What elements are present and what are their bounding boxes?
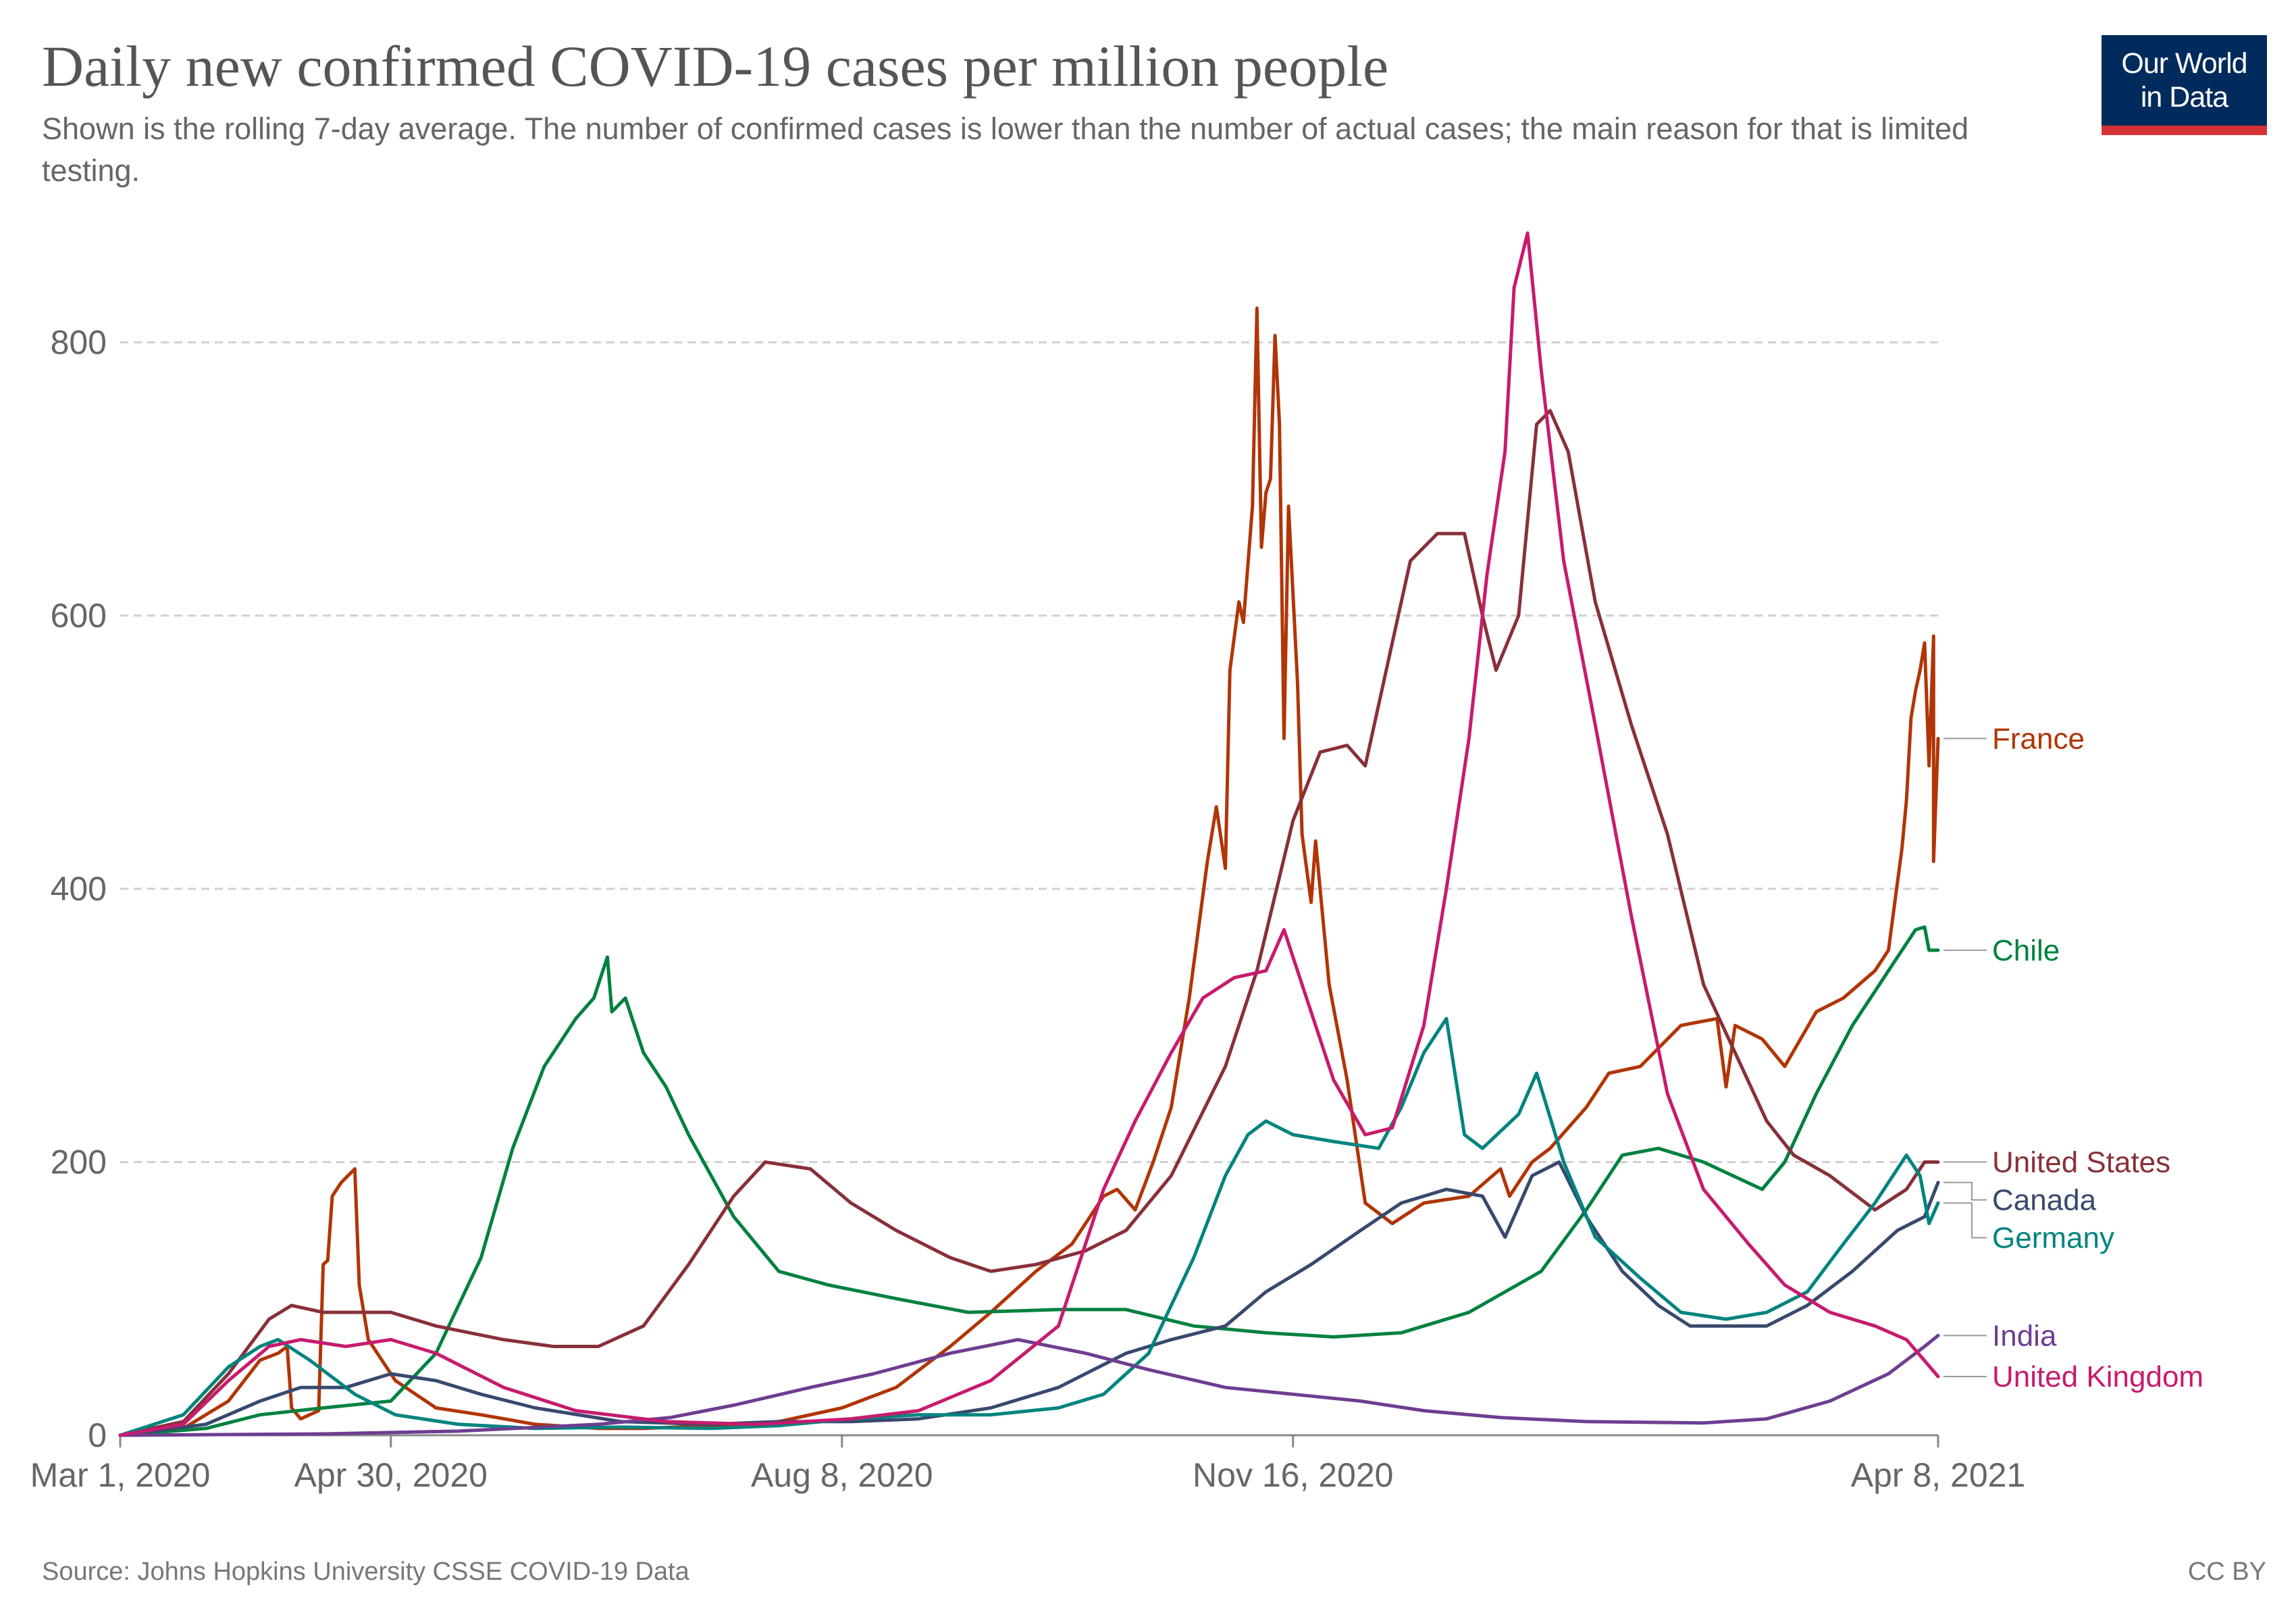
y-tick-label: 800: [51, 324, 107, 361]
y-tick-label: 200: [51, 1143, 107, 1181]
series-labels: France Chile United States Canada Germany Ind…: [1943, 722, 2203, 1393]
series-line-canada: [118, 1160, 1940, 1437]
label-connector: [1943, 1181, 1987, 1201]
y-tick-label: 600: [51, 596, 107, 634]
series-lines: [118, 231, 1940, 1437]
logo-line-1: Our World: [2121, 47, 2247, 80]
series-label-united-kingdom: United Kingdom: [1992, 1360, 2203, 1393]
series-line-india: [118, 1333, 1940, 1437]
license-note[interactable]: CC BY: [2187, 1558, 2266, 1586]
logo-line-2: in Data: [2140, 81, 2228, 113]
series-line-germany: [118, 1017, 1940, 1437]
x-axis-ticks: Mar 1, 2020 Apr 30, 2020 Aug 8, 2020 Nov 16…: [30, 1435, 2026, 1494]
chart-title: Daily new confirmed COVID-19 cases per m…: [42, 34, 1389, 99]
y-axis: 0 200 400 600 800: [51, 324, 107, 1454]
series-label-germany: Germany: [1992, 1221, 2114, 1254]
y-tick-label: 400: [51, 870, 107, 908]
x-tick-label: Nov 16, 2020: [1193, 1456, 1393, 1494]
series-label-canada: Canada: [1992, 1183, 2097, 1216]
series-line-united-states: [118, 409, 1940, 1437]
x-tick-label: Apr 8, 2021: [1851, 1456, 2026, 1494]
x-tick-label: Mar 1, 2020: [30, 1456, 211, 1494]
y-tick-label: 0: [88, 1416, 107, 1454]
series-line-chile: [118, 925, 1940, 1437]
gridlines: [120, 341, 1938, 1163]
series-line-united-kingdom: [118, 231, 1940, 1437]
owid-logo[interactable]: Our World in Data: [2102, 35, 2267, 135]
label-connector: [1943, 1202, 1987, 1239]
chart-subtitle: Shown is the rolling 7-day average. The …: [42, 111, 1969, 188]
source-note[interactable]: Source: Johns Hopkins University CSSE CO…: [42, 1558, 689, 1586]
series-label-india: India: [1992, 1319, 2057, 1352]
series-label-france: France: [1992, 722, 2085, 755]
series-label-united-states: United States: [1992, 1146, 2170, 1179]
series-label-chile: Chile: [1992, 934, 2060, 967]
x-tick-label: Apr 30, 2020: [294, 1456, 488, 1494]
x-tick-label: Aug 8, 2020: [751, 1456, 933, 1494]
